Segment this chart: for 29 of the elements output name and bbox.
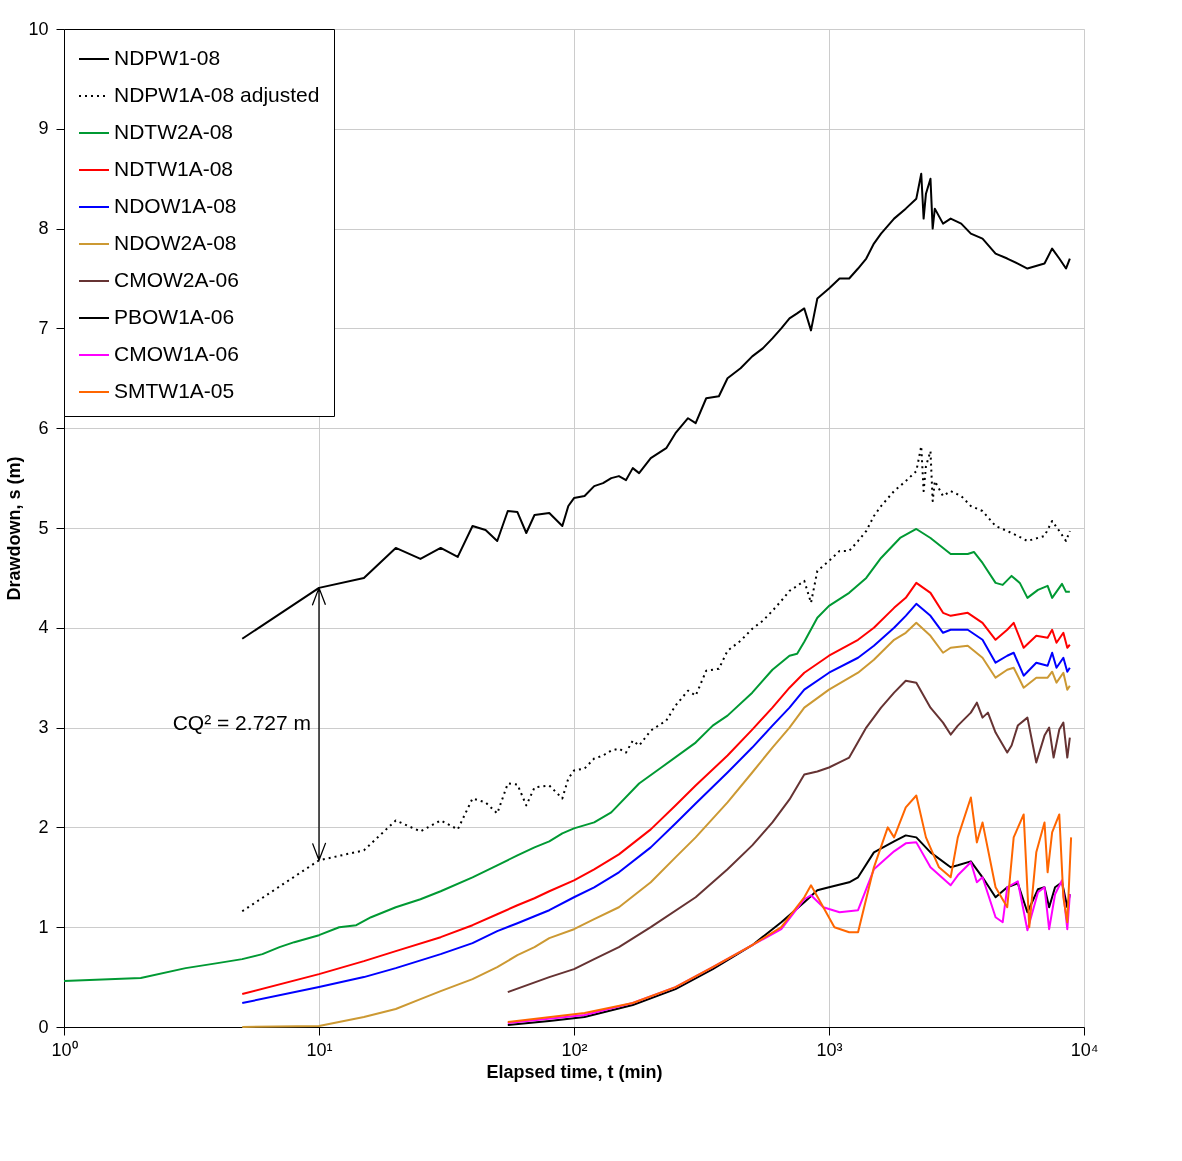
- legend-label: PBOW1A-06: [114, 305, 235, 328]
- x-tick-label: 10¹: [306, 1039, 333, 1060]
- legend-label: CMOW2A-06: [114, 268, 239, 291]
- x-tick-label: 10⁰: [51, 1039, 78, 1060]
- y-tick-label: 5: [38, 517, 49, 538]
- legend-label: SMTW1A-05: [114, 379, 235, 402]
- x-tick-label: 10⁴: [1070, 1039, 1099, 1060]
- legend-label: NDTW1A-08: [114, 157, 234, 180]
- legend-label: NDPW1-08: [114, 46, 221, 69]
- x-tick-label: 10³: [816, 1039, 843, 1060]
- y-tick-label: 9: [38, 118, 49, 139]
- y-tick-label: 4: [38, 617, 49, 638]
- y-axis-title: Drawdown, s (m): [4, 456, 25, 601]
- legend-label: NDTW2A-08: [114, 120, 234, 143]
- y-tick-label: 1: [38, 916, 49, 937]
- legend-label: NDPW1A-08 adjusted: [114, 83, 320, 106]
- x-tick-label: 10²: [561, 1039, 588, 1060]
- y-tick-label: 6: [38, 417, 49, 438]
- y-tick-label: 2: [38, 816, 49, 837]
- x-axis-title: Elapsed time, t (min): [486, 1061, 663, 1082]
- y-tick-label: 7: [38, 317, 49, 338]
- y-tick-label: 10: [28, 18, 49, 39]
- legend-label: CMOW1A-06: [114, 342, 239, 365]
- y-tick-label: 3: [38, 717, 49, 738]
- y-tick-label: 0: [38, 1016, 49, 1037]
- legend-label: NDOW1A-08: [114, 194, 237, 217]
- annotation: CQ² = 2.727 m: [172, 711, 311, 735]
- legend-label: NDOW2A-08: [114, 231, 237, 254]
- y-tick-label: 8: [38, 218, 49, 239]
